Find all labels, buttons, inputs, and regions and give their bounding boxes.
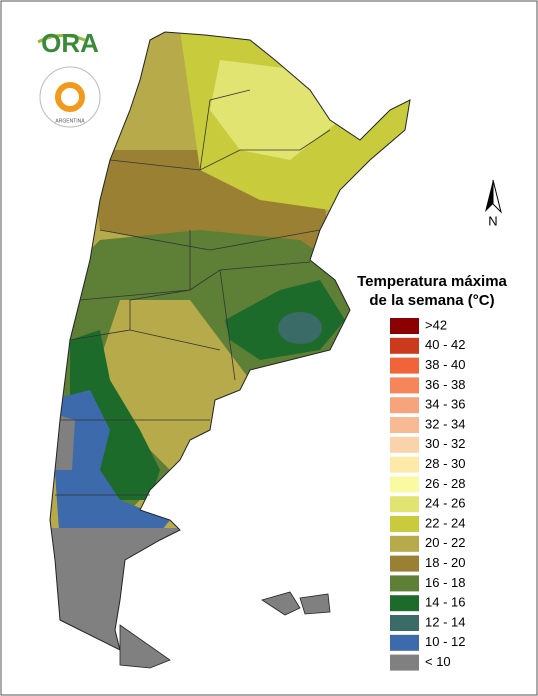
legend-swatch	[390, 436, 419, 453]
malvinas	[261, 591, 331, 616]
legend-label: 30 - 32	[425, 436, 465, 451]
region	[50, 390, 170, 545]
legend-swatch	[390, 535, 419, 552]
legend-swatch	[390, 555, 419, 572]
legend-label: 26 - 28	[425, 476, 465, 491]
legend-label: 16 - 18	[425, 575, 465, 590]
compass-arrow	[492, 179, 502, 214]
legend-swatch	[390, 595, 419, 612]
legend-swatch	[390, 456, 419, 473]
logo-emblem-text: ARGENTINA	[55, 118, 85, 124]
legend-swatch	[390, 476, 419, 493]
legend-swatch	[390, 615, 419, 631]
legend-label: 36 - 38	[425, 377, 465, 392]
logo-emblem	[39, 66, 101, 128]
legend-swatch	[390, 496, 419, 513]
legend-label: 20 - 22	[425, 535, 465, 550]
legend-label: < 10	[425, 654, 451, 669]
compass-arrow	[485, 180, 493, 212]
logo-swoosh	[37, 34, 86, 44]
legend-label: 40 - 42	[425, 337, 465, 352]
legend-swatch	[390, 654, 419, 671]
tierra-del-fuego	[119, 624, 171, 669]
legend-label: 28 - 30	[425, 456, 465, 471]
legend-swatch	[390, 337, 419, 354]
legend-title: de la semana (°C)	[369, 292, 494, 309]
legend-swatch	[390, 397, 419, 414]
compass-label: N	[488, 213, 497, 228]
legend: >42 40 - 42 38 - 40 36 - 38 34 - 36 32 - 34 30…	[390, 317, 465, 671]
legend-label: 10 - 12	[425, 634, 465, 649]
logo-text: ORA	[41, 28, 99, 58]
legend-label: 12 - 14	[425, 614, 465, 629]
legend-swatch	[390, 377, 419, 394]
logo-emblem-ring	[55, 82, 85, 112]
legend-label: 38 - 40	[425, 357, 465, 372]
country-outline	[49, 31, 411, 651]
legend-label: >42	[425, 317, 447, 332]
legend-title: Temperatura máxima	[357, 273, 507, 290]
province-borders	[55, 89, 331, 496]
legend-swatch	[390, 634, 419, 651]
legend-swatch	[390, 516, 419, 532]
legend-label: 22 - 24	[425, 515, 465, 530]
legend-label: 34 - 36	[425, 397, 465, 412]
legend-swatch	[390, 417, 419, 433]
legend-swatch	[390, 357, 419, 374]
legend-swatch	[390, 575, 419, 592]
legend-label: 24 - 26	[425, 496, 465, 511]
legend-label: 18 - 20	[425, 555, 465, 570]
region	[278, 312, 322, 344]
legend-swatch	[390, 318, 419, 334]
legend-label: 32 - 34	[425, 416, 465, 431]
legend-label: 14 - 16	[425, 595, 465, 610]
